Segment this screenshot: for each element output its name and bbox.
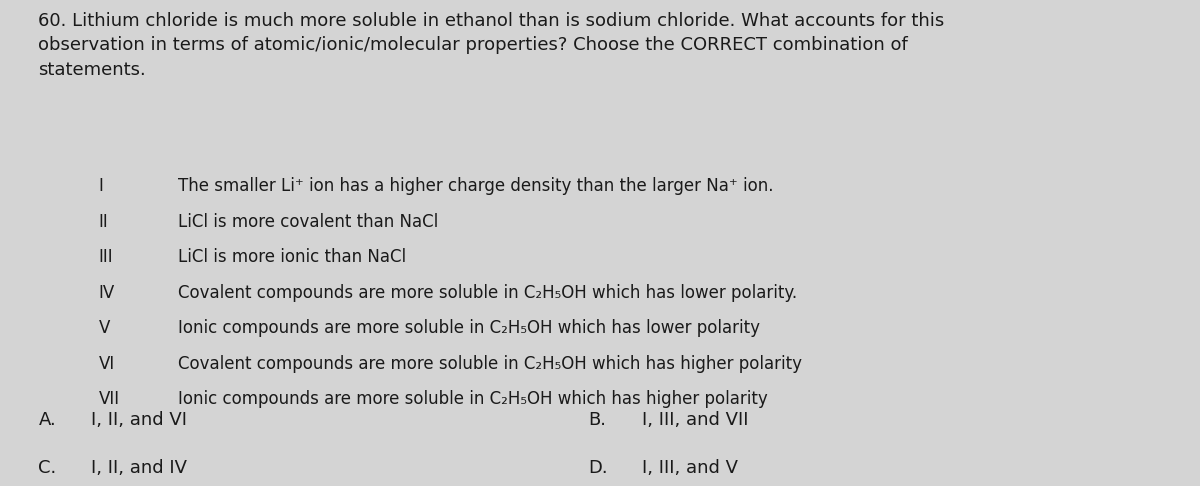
Text: Covalent compounds are more soluble in C₂H₅OH which has higher polarity: Covalent compounds are more soluble in C…: [178, 355, 802, 373]
Text: Ionic compounds are more soluble in C₂H₅OH which has higher polarity: Ionic compounds are more soluble in C₂H₅…: [178, 390, 767, 408]
Text: VII: VII: [98, 390, 120, 408]
Text: LiCl is more covalent than NaCl: LiCl is more covalent than NaCl: [178, 213, 438, 231]
Text: VI: VI: [98, 355, 115, 373]
Text: Covalent compounds are more soluble in C₂H₅OH which has lower polarity.: Covalent compounds are more soluble in C…: [178, 284, 797, 302]
Text: I, II, and IV: I, II, and IV: [91, 459, 187, 477]
Text: II: II: [98, 213, 108, 231]
Text: I, II, and VI: I, II, and VI: [91, 411, 187, 429]
Text: The smaller Li⁺ ion has a higher charge density than the larger Na⁺ ion.: The smaller Li⁺ ion has a higher charge …: [178, 177, 773, 195]
Text: Ionic compounds are more soluble in C₂H₅OH which has lower polarity: Ionic compounds are more soluble in C₂H₅…: [178, 319, 760, 337]
Text: A.: A.: [38, 411, 56, 429]
Text: LiCl is more ionic than NaCl: LiCl is more ionic than NaCl: [178, 248, 406, 266]
Text: B.: B.: [588, 411, 606, 429]
Text: V: V: [98, 319, 109, 337]
Text: I, III, and V: I, III, and V: [642, 459, 738, 477]
Text: D.: D.: [588, 459, 607, 477]
Text: 60. Lithium chloride is much more soluble in ethanol than is sodium chloride. Wh: 60. Lithium chloride is much more solubl…: [38, 12, 944, 79]
Text: III: III: [98, 248, 113, 266]
Text: I: I: [98, 177, 103, 195]
Text: IV: IV: [98, 284, 115, 302]
Text: I, III, and VII: I, III, and VII: [642, 411, 749, 429]
Text: C.: C.: [38, 459, 56, 477]
